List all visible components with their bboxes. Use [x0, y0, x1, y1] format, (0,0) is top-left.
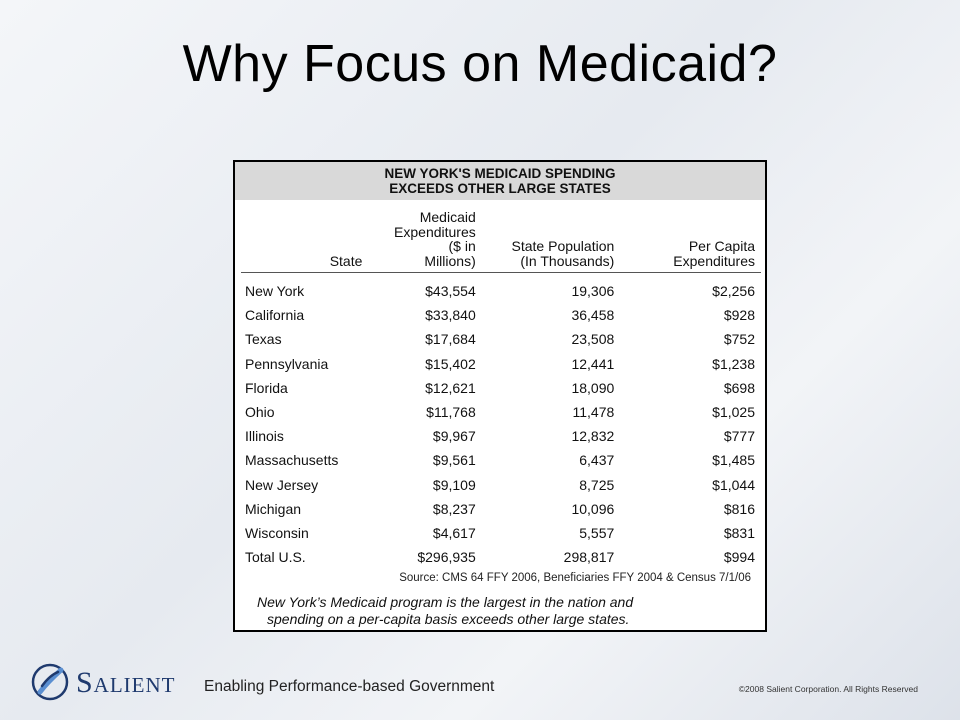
cell-expenditures: $12,621	[425, 379, 476, 396]
footer-copyright: ©2008 Salient Corporation. All Rights Re…	[738, 684, 918, 694]
table-row: Ohio $11,768 11,478 $1,025	[241, 400, 761, 424]
table-row: Florida $12,621 18,090 $698	[241, 376, 761, 400]
cell-population: 12,832	[571, 428, 615, 445]
cell-state: Michigan	[245, 500, 302, 517]
cell-expenditures: $296,935	[417, 549, 476, 566]
cell-state: New Jersey	[245, 476, 319, 493]
table-header-line2: EXCEEDS OTHER LARGE STATES	[389, 181, 611, 196]
cell-state: Wisconsin	[245, 524, 309, 541]
table-row: New York $43,554 19,306 $2,256	[241, 273, 761, 303]
cell-state: Ohio	[245, 404, 275, 421]
slide-title: Why Focus on Medicaid?	[182, 35, 778, 93]
cell-population: 8,725	[579, 476, 615, 493]
cell-state: Total U.S.	[245, 549, 306, 566]
table-header: NEW YORK'S MEDICAID SPENDING EXCEEDS OTH…	[235, 162, 765, 202]
column-header-expenditures: Medicaid Expenditures ($ in Millions)	[368, 206, 482, 273]
cell-population: 10,096	[571, 500, 615, 517]
cell-per-capita: $816	[723, 500, 755, 517]
cell-expenditures: $11,768	[426, 404, 476, 421]
table-row: Massachusetts $9,561 6,437 $1,485	[241, 448, 761, 472]
cell-state: California	[245, 307, 305, 324]
cell-per-capita: $1,025	[712, 404, 755, 421]
cell-expenditures: $9,109	[432, 476, 476, 493]
cell-per-capita: $928	[723, 307, 755, 324]
cell-expenditures: $4,617	[432, 524, 476, 541]
cell-per-capita: $777	[723, 428, 755, 445]
table-row: Texas $17,684 23,508 $752	[241, 327, 761, 351]
cell-population: 11,478	[572, 404, 615, 421]
cell-population: 23,508	[571, 331, 615, 348]
cell-expenditures: $9,967	[432, 428, 476, 445]
medicaid-spending-table: State Medicaid Expenditures ($ in Millio…	[241, 206, 761, 569]
cell-per-capita: $831	[723, 524, 755, 541]
cell-population: 5,557	[579, 524, 615, 541]
cell-state: Pennsylvania	[245, 355, 329, 372]
footer-tagline: Enabling Performance-based Government	[204, 678, 495, 695]
cell-population: 298,817	[563, 549, 615, 566]
salient-swoosh-icon	[31, 663, 69, 701]
cell-per-capita: $698	[723, 379, 755, 396]
cell-per-capita: $994	[723, 549, 755, 566]
note-line1: New York’s Medicaid program is the large…	[257, 594, 634, 610]
cell-state: Massachusetts	[245, 452, 339, 469]
cell-per-capita: $1,238	[712, 355, 755, 372]
note-line2: spending on a per-capita basis exceeds o…	[267, 611, 630, 627]
table-row: California $33,840 36,458 $928	[241, 303, 761, 327]
cell-per-capita: $1,485	[712, 452, 755, 469]
column-header-per-capita: Per Capita Expenditures	[620, 206, 761, 273]
table-header-line1: NEW YORK'S MEDICAID SPENDING	[384, 166, 616, 181]
cell-population: 19,306	[571, 283, 615, 300]
cell-per-capita: $752	[723, 331, 755, 348]
table-source: Source: CMS 64 FFY 2006, Beneficiaries F…	[399, 572, 751, 584]
table-row: New Jersey $9,109 8,725 $1,044	[241, 473, 761, 497]
cell-population: 18,090	[571, 379, 615, 396]
table-header-row: State Medicaid Expenditures ($ in Millio…	[241, 206, 761, 273]
cell-expenditures: $8,237	[432, 500, 476, 517]
cell-state: Texas	[245, 331, 282, 348]
cell-per-capita: $2,256	[712, 283, 755, 300]
cell-expenditures: $17,684	[425, 331, 476, 348]
cell-expenditures: $15,402	[425, 355, 476, 372]
table-row: Wisconsin $4,617 5,557 $831	[241, 521, 761, 545]
cell-population: 36,458	[571, 307, 615, 324]
table-row: Illinois $9,967 12,832 $777	[241, 424, 761, 448]
cell-state: Florida	[245, 379, 288, 396]
cell-expenditures: $33,840	[425, 307, 476, 324]
cell-per-capita: $1,044	[712, 476, 755, 493]
table-note: New York’s Medicaid program is the large…	[257, 594, 747, 628]
cell-state: Illinois	[245, 428, 284, 445]
cell-population: 12,441	[571, 355, 615, 372]
cell-expenditures: $9,561	[432, 452, 476, 469]
column-header-population: State Population (In Thousands)	[481, 206, 621, 273]
column-header-state: State	[241, 206, 369, 273]
table-row: Pennsylvania $15,402 12,441 $1,238	[241, 352, 761, 376]
cell-population: 6,437	[579, 452, 615, 469]
cell-expenditures: $43,554	[425, 283, 476, 300]
medicaid-table-panel: NEW YORK'S MEDICAID SPENDING EXCEEDS OTH…	[233, 160, 767, 632]
brand-name: Salient	[76, 666, 176, 699]
table-row: Michigan $8,237 10,096 $816	[241, 497, 761, 521]
cell-state: New York	[245, 283, 305, 300]
table-row-total: Total U.S. $296,935 298,817 $994	[241, 545, 761, 569]
